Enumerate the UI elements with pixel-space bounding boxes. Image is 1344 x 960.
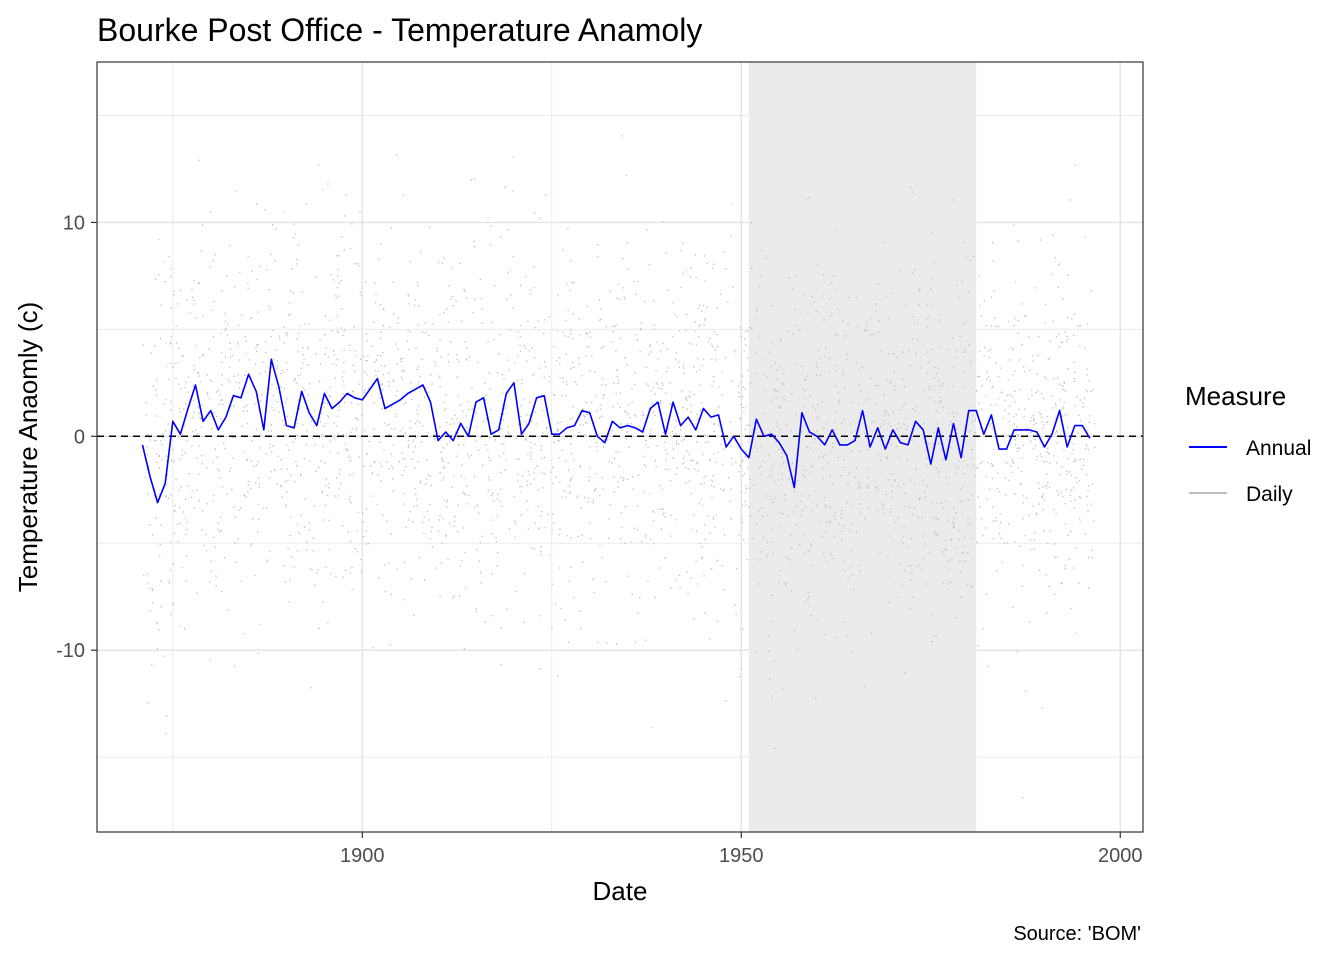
y-tick-label: 0	[74, 426, 85, 448]
legend-entry-annual: Annual	[1189, 437, 1311, 460]
plot-border	[96, 61, 1144, 833]
y-tick-label: 10	[63, 212, 85, 234]
x-axis: 1900 1950 2000	[340, 832, 1143, 867]
highlight-band	[748, 62, 977, 832]
annual-series	[141, 358, 1091, 504]
x-tick-label: 2000	[1098, 845, 1143, 867]
plot-panel	[96, 61, 1144, 833]
y-tick-label: -10	[56, 640, 85, 662]
y-axis-title: Temperature Anaomly (c)	[13, 302, 43, 592]
legend-label-annual: Annual	[1246, 437, 1311, 460]
chart-caption: Source: 'BOM'	[1013, 923, 1141, 945]
annual-series-line	[141, 358, 1091, 504]
legend-title: Measure	[1185, 381, 1286, 411]
x-axis-title: Date	[593, 876, 648, 906]
x-tick-label: 1950	[719, 845, 764, 867]
x-tick-label: 1900	[340, 845, 385, 867]
plot-background	[97, 62, 1143, 832]
legend-label-daily: Daily	[1246, 483, 1293, 506]
legend: Measure Annual Daily	[1185, 381, 1311, 506]
y-axis: -10 0 10	[56, 212, 97, 662]
chart-title: Bourke Post Office - Temperature Anamoly	[97, 12, 702, 48]
legend-entry-daily: Daily	[1189, 483, 1293, 506]
